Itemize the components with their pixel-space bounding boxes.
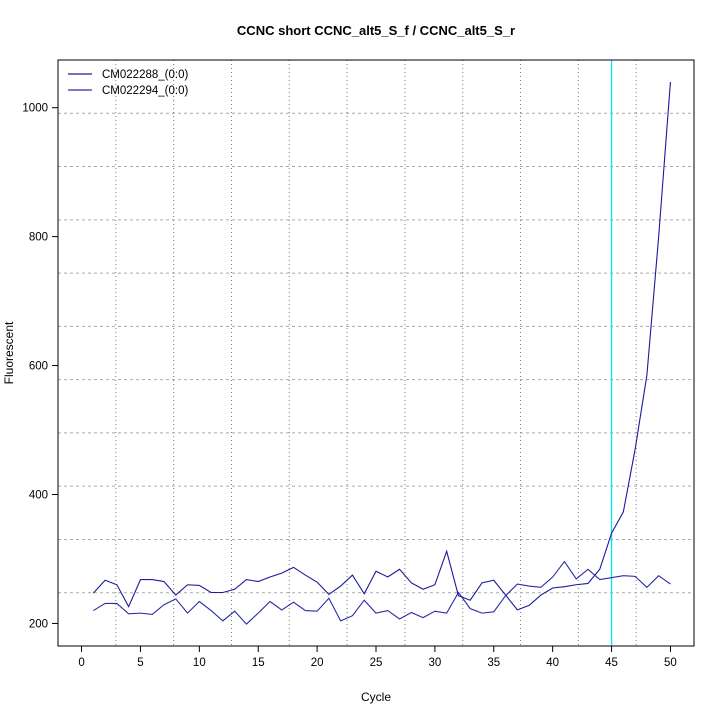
- series-line-2: [93, 560, 671, 625]
- x-axis: 0 5 10 15 20 25 30 35 40 45 50: [78, 646, 677, 669]
- y-tick-label: 800: [29, 232, 48, 244]
- x-tick-label: 0: [78, 657, 84, 669]
- y-tick-label: 600: [29, 361, 48, 373]
- x-tick-label: 25: [370, 657, 383, 669]
- chart-title: CCNC short CCNC_alt5_S_f / CCNC_alt5_S_r: [237, 23, 515, 38]
- x-tick-label: 50: [664, 657, 677, 669]
- legend-label-series-2: CM022294_(0:0): [102, 85, 188, 97]
- x-tick-label: 30: [428, 657, 441, 669]
- x-axis-label: Cycle: [361, 690, 391, 704]
- x-tick-label: 15: [252, 657, 265, 669]
- series-group: [92, 81, 671, 625]
- series-line-1: [92, 81, 671, 611]
- x-tick-label: 10: [193, 657, 206, 669]
- legend-label-series-1: CM022288_(0:0): [102, 69, 188, 81]
- y-tick-label: 200: [29, 618, 48, 630]
- y-axis-label: Fluorescent: [2, 321, 16, 384]
- x-tick-label: 35: [487, 657, 500, 669]
- x-tick-label: 45: [605, 657, 618, 669]
- grid: [58, 60, 694, 646]
- y-tick-label: 400: [29, 490, 48, 502]
- x-tick-label: 40: [546, 657, 559, 669]
- plot-frame: [57, 59, 695, 647]
- x-tick-label: 5: [137, 657, 143, 669]
- y-axis: 200 400 600 800 1000: [22, 103, 58, 630]
- y-tick-label: 1000: [22, 103, 48, 115]
- legend: CM022288_(0:0) CM022294_(0:0): [68, 69, 188, 97]
- x-tick-label: 20: [311, 657, 324, 669]
